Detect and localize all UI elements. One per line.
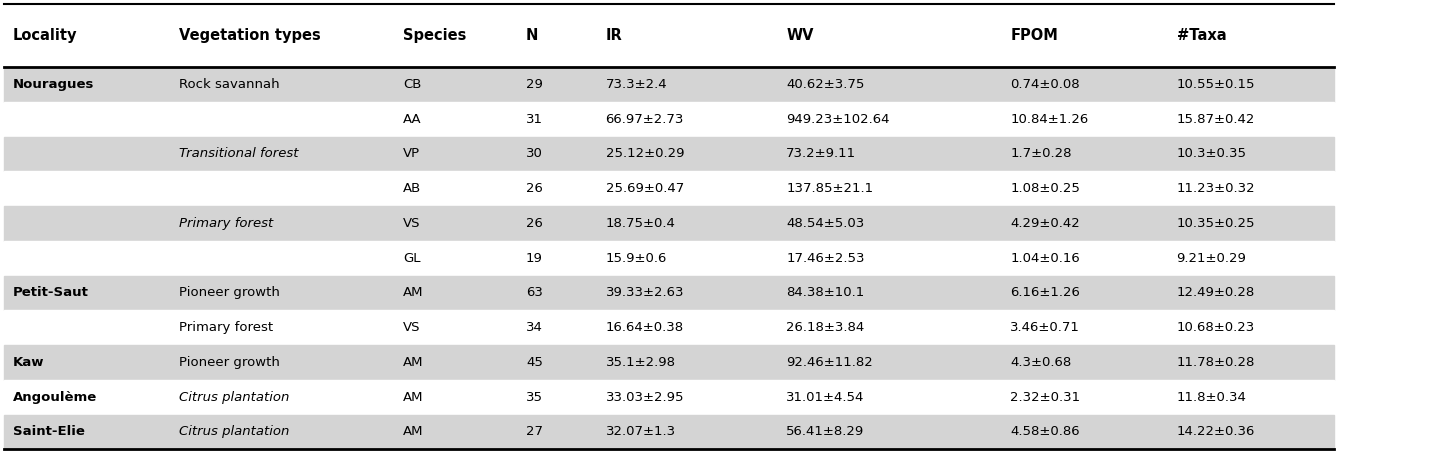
Text: 10.3±0.35: 10.3±0.35 bbox=[1176, 147, 1246, 160]
Text: 40.62±3.75: 40.62±3.75 bbox=[787, 78, 865, 91]
Text: 26: 26 bbox=[526, 217, 542, 230]
Bar bbox=[4, 171, 1335, 206]
Text: 33.03±2.95: 33.03±2.95 bbox=[605, 391, 683, 403]
Bar bbox=[4, 345, 1335, 380]
Text: 1.04±0.16: 1.04±0.16 bbox=[1011, 252, 1080, 265]
Text: Pioneer growth: Pioneer growth bbox=[179, 356, 281, 369]
Text: 14.22±0.36: 14.22±0.36 bbox=[1176, 425, 1255, 438]
Text: Rock savannah: Rock savannah bbox=[179, 78, 279, 91]
Text: GL: GL bbox=[403, 252, 420, 265]
Text: 63: 63 bbox=[526, 286, 542, 300]
Text: 56.41±8.29: 56.41±8.29 bbox=[787, 425, 865, 438]
Text: 10.84±1.26: 10.84±1.26 bbox=[1011, 113, 1089, 126]
Text: Saint-Elie: Saint-Elie bbox=[13, 425, 84, 438]
Text: 15.9±0.6: 15.9±0.6 bbox=[605, 252, 667, 265]
Text: Vegetation types: Vegetation types bbox=[179, 28, 321, 43]
Bar bbox=[4, 311, 1335, 345]
Bar bbox=[4, 102, 1335, 136]
Text: 35.1±2.98: 35.1±2.98 bbox=[605, 356, 676, 369]
Bar bbox=[4, 136, 1335, 171]
Text: Primary forest: Primary forest bbox=[179, 217, 273, 230]
Text: 3.46±0.71: 3.46±0.71 bbox=[1011, 321, 1080, 334]
Text: 39.33±2.63: 39.33±2.63 bbox=[605, 286, 683, 300]
Text: 1.7±0.28: 1.7±0.28 bbox=[1011, 147, 1072, 160]
Text: 26.18±3.84: 26.18±3.84 bbox=[787, 321, 865, 334]
Text: Citrus plantation: Citrus plantation bbox=[179, 425, 289, 438]
Text: AM: AM bbox=[403, 425, 423, 438]
Text: AM: AM bbox=[403, 356, 423, 369]
Text: 32.07±1.3: 32.07±1.3 bbox=[605, 425, 676, 438]
Text: N: N bbox=[526, 28, 538, 43]
Text: Nouragues: Nouragues bbox=[13, 78, 95, 91]
Text: 19: 19 bbox=[526, 252, 542, 265]
Text: AM: AM bbox=[403, 286, 423, 300]
Text: 45: 45 bbox=[526, 356, 542, 369]
Text: Locality: Locality bbox=[13, 28, 77, 43]
Bar bbox=[4, 380, 1335, 414]
Text: 73.3±2.4: 73.3±2.4 bbox=[605, 78, 667, 91]
Text: CB: CB bbox=[403, 78, 422, 91]
Text: Citrus plantation: Citrus plantation bbox=[179, 391, 289, 403]
Text: 12.49±0.28: 12.49±0.28 bbox=[1176, 286, 1255, 300]
Text: Kaw: Kaw bbox=[13, 356, 44, 369]
Text: 9.21±0.29: 9.21±0.29 bbox=[1176, 252, 1246, 265]
Bar bbox=[4, 276, 1335, 311]
Text: 4.58±0.86: 4.58±0.86 bbox=[1011, 425, 1080, 438]
Text: IR: IR bbox=[605, 28, 622, 43]
Text: 949.23±102.64: 949.23±102.64 bbox=[787, 113, 890, 126]
Text: 137.85±21.1: 137.85±21.1 bbox=[787, 182, 874, 195]
Text: 6.16±1.26: 6.16±1.26 bbox=[1011, 286, 1080, 300]
Text: AB: AB bbox=[403, 182, 422, 195]
Text: 17.46±2.53: 17.46±2.53 bbox=[787, 252, 865, 265]
Text: 25.69±0.47: 25.69±0.47 bbox=[605, 182, 683, 195]
Text: 0.74±0.08: 0.74±0.08 bbox=[1011, 78, 1080, 91]
Text: 31: 31 bbox=[526, 113, 542, 126]
Text: 34: 34 bbox=[526, 321, 542, 334]
Text: 92.46±11.82: 92.46±11.82 bbox=[787, 356, 872, 369]
Text: 31.01±4.54: 31.01±4.54 bbox=[787, 391, 865, 403]
Bar bbox=[4, 4, 1335, 67]
Text: 11.23±0.32: 11.23±0.32 bbox=[1176, 182, 1255, 195]
Text: 30: 30 bbox=[526, 147, 542, 160]
Text: FPOM: FPOM bbox=[1011, 28, 1059, 43]
Text: Angoulème: Angoulème bbox=[13, 391, 97, 403]
Text: Primary forest: Primary forest bbox=[179, 321, 273, 334]
Text: 4.29±0.42: 4.29±0.42 bbox=[1011, 217, 1080, 230]
Text: Pioneer growth: Pioneer growth bbox=[179, 286, 281, 300]
Text: 29: 29 bbox=[526, 78, 542, 91]
Text: 73.2±9.11: 73.2±9.11 bbox=[787, 147, 856, 160]
Text: 26: 26 bbox=[526, 182, 542, 195]
Text: 25.12±0.29: 25.12±0.29 bbox=[605, 147, 683, 160]
Text: 15.87±0.42: 15.87±0.42 bbox=[1176, 113, 1255, 126]
Text: 10.68±0.23: 10.68±0.23 bbox=[1176, 321, 1255, 334]
Text: 66.97±2.73: 66.97±2.73 bbox=[605, 113, 683, 126]
Text: WV: WV bbox=[787, 28, 814, 43]
Text: Species: Species bbox=[403, 28, 467, 43]
Text: AA: AA bbox=[403, 113, 422, 126]
Text: 16.64±0.38: 16.64±0.38 bbox=[605, 321, 683, 334]
Text: AM: AM bbox=[403, 391, 423, 403]
Bar bbox=[4, 241, 1335, 276]
Text: 10.35±0.25: 10.35±0.25 bbox=[1176, 217, 1255, 230]
Text: VP: VP bbox=[403, 147, 420, 160]
Text: 4.3±0.68: 4.3±0.68 bbox=[1011, 356, 1072, 369]
Text: 48.54±5.03: 48.54±5.03 bbox=[787, 217, 865, 230]
Bar bbox=[4, 206, 1335, 241]
Text: Petit-Saut: Petit-Saut bbox=[13, 286, 89, 300]
Text: 1.08±0.25: 1.08±0.25 bbox=[1011, 182, 1080, 195]
Text: 11.8±0.34: 11.8±0.34 bbox=[1176, 391, 1246, 403]
Text: 18.75±0.4: 18.75±0.4 bbox=[605, 217, 676, 230]
Text: 2.32±0.31: 2.32±0.31 bbox=[1011, 391, 1080, 403]
Bar bbox=[4, 414, 1335, 449]
Text: 35: 35 bbox=[526, 391, 542, 403]
Text: 11.78±0.28: 11.78±0.28 bbox=[1176, 356, 1255, 369]
Bar bbox=[4, 67, 1335, 102]
Text: #Taxa: #Taxa bbox=[1176, 28, 1226, 43]
Text: VS: VS bbox=[403, 217, 420, 230]
Text: 27: 27 bbox=[526, 425, 542, 438]
Text: 10.55±0.15: 10.55±0.15 bbox=[1176, 78, 1255, 91]
Text: VS: VS bbox=[403, 321, 420, 334]
Text: 84.38±10.1: 84.38±10.1 bbox=[787, 286, 865, 300]
Text: Transitional forest: Transitional forest bbox=[179, 147, 298, 160]
